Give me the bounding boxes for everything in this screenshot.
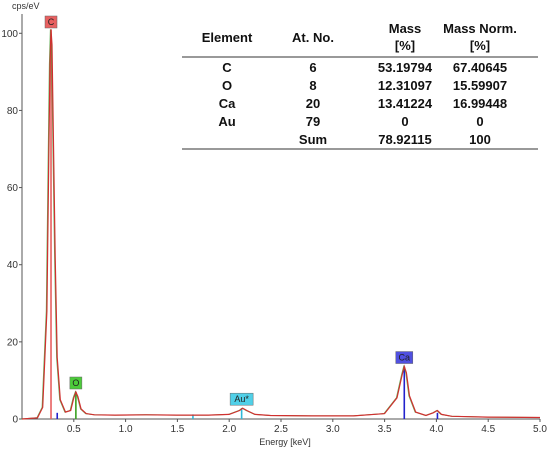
table-cell: 67.40645	[453, 60, 507, 75]
table-cell: Sum	[299, 132, 327, 147]
table-cell: 16.99448	[453, 96, 507, 111]
x-tick-label: 0.5	[67, 424, 81, 435]
table-cell: 20	[306, 96, 320, 111]
peak-marker-box	[44, 15, 58, 29]
table-header: Mass Norm.	[443, 21, 517, 36]
table-header: [%]	[395, 38, 415, 53]
x-axis-title: Energy [keV]	[259, 437, 311, 447]
x-tick-label: 3.0	[326, 424, 340, 435]
y-tick-label: 20	[7, 337, 19, 348]
y-tick-label: 100	[1, 29, 18, 40]
peak-marker-box	[229, 392, 254, 406]
y-tick-label: 60	[7, 183, 19, 194]
x-tick-label: 2.0	[222, 424, 236, 435]
peak-marker-label: O	[72, 378, 79, 388]
table-cell: Au	[218, 114, 235, 129]
spectrum-line	[21, 29, 541, 420]
peak-marker-label: Ca	[399, 353, 411, 363]
table-cell: 13.41224	[378, 96, 433, 111]
table-cell: 79	[306, 114, 320, 129]
peak-marker-box	[395, 351, 414, 364]
table-cell: 0	[476, 114, 483, 129]
composition-table: Element At. No. Mass [%] Mass Norm. [%] C 6 53.1…	[180, 16, 538, 150]
x-tick-label: 2.5	[274, 424, 288, 435]
table-cell: Ca	[219, 96, 236, 111]
table-cell: 8	[309, 78, 316, 93]
x-tick-label: 3.5	[378, 424, 392, 435]
table-cell: 100	[469, 132, 491, 147]
table-cell: 78.92115	[378, 132, 432, 147]
x-tick-label: 1.5	[170, 424, 184, 435]
x-tick-label: 4.0	[429, 424, 443, 435]
peak-marker-label: Au*	[234, 394, 249, 404]
table-header: Mass	[389, 21, 422, 36]
table-background	[180, 16, 538, 150]
x-tick-label: 1.0	[119, 424, 133, 435]
table-header: [%]	[470, 38, 490, 53]
spectrum-series-group	[21, 29, 541, 420]
peak-marker-label: C	[48, 17, 55, 27]
table-cell: 53.19794	[378, 60, 433, 75]
table-cell: 0	[401, 114, 408, 129]
table-cell: 12.31097	[378, 78, 432, 93]
x-tick-label: 5.0	[533, 424, 547, 435]
y-tick-label: 0	[12, 415, 18, 426]
y-tick-label: 80	[7, 106, 19, 117]
table-cell: C	[222, 60, 232, 75]
peak-marker-box	[69, 376, 83, 390]
axes-group: 0.5 1.0 1.5 2.0 2.5 3.0 3.5 4.0 4.5 5.00204060801…	[1, 14, 547, 435]
table-header: At. No.	[292, 30, 334, 45]
y-tick-label: 40	[7, 260, 19, 271]
table-cell: 6	[309, 60, 316, 75]
table-header: Element	[202, 30, 253, 45]
y-axis-title: cps/eV	[12, 1, 40, 11]
table-cell: 15.59907	[453, 78, 507, 93]
x-tick-label: 4.5	[481, 424, 495, 435]
table-cell: O	[222, 78, 232, 93]
